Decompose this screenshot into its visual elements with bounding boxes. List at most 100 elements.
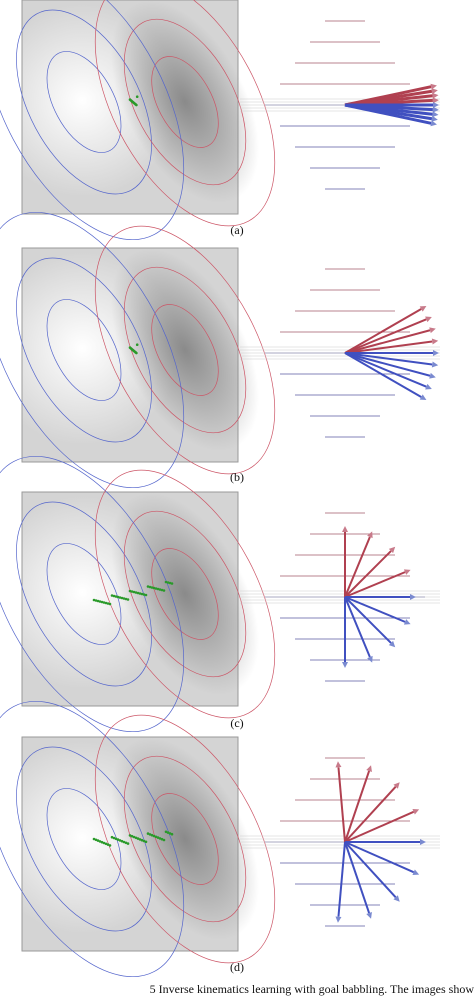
sample bbox=[92, 837, 96, 841]
sample bbox=[135, 343, 139, 347]
panel: (a) bbox=[0, 0, 440, 241]
sample bbox=[136, 837, 140, 840]
arm-tip bbox=[425, 316, 432, 323]
arm bbox=[344, 810, 415, 843]
arm-tip bbox=[342, 662, 348, 668]
sample bbox=[106, 843, 110, 846]
sample bbox=[160, 588, 164, 592]
arm-tip bbox=[366, 765, 372, 772]
sample bbox=[135, 351, 138, 355]
sample bbox=[108, 844, 112, 847]
contour-red bbox=[151, 793, 219, 885]
sample bbox=[108, 602, 112, 606]
sample bbox=[158, 588, 162, 591]
sample bbox=[166, 581, 170, 584]
contour-blue bbox=[46, 51, 122, 153]
sample bbox=[146, 832, 150, 835]
sample bbox=[138, 838, 142, 841]
arm-tip bbox=[412, 869, 420, 875]
contour-red bbox=[151, 304, 219, 396]
contour-blue bbox=[0, 700, 185, 978]
sample bbox=[112, 836, 116, 840]
sample bbox=[162, 838, 166, 842]
sample bbox=[122, 597, 126, 600]
sample bbox=[120, 596, 124, 600]
sample bbox=[135, 103, 138, 107]
sample bbox=[156, 587, 160, 591]
sample bbox=[170, 582, 174, 585]
panel-label: (c) bbox=[230, 716, 243, 730]
sample bbox=[138, 592, 142, 595]
arm bbox=[344, 329, 431, 354]
arm-tip bbox=[431, 88, 438, 95]
sample bbox=[96, 599, 100, 603]
contour-blue bbox=[16, 9, 152, 195]
sample bbox=[168, 581, 172, 585]
sample bbox=[128, 834, 132, 837]
sample bbox=[118, 596, 122, 599]
arm-tip bbox=[410, 594, 416, 600]
sample bbox=[110, 835, 114, 839]
sample bbox=[94, 838, 98, 842]
sample bbox=[106, 602, 110, 605]
sample bbox=[142, 593, 146, 596]
sample bbox=[132, 835, 136, 839]
contour-blue bbox=[46, 543, 122, 645]
arm bbox=[344, 318, 427, 354]
arm-tip bbox=[393, 782, 400, 789]
sample bbox=[114, 595, 118, 598]
dark-region bbox=[111, 0, 259, 204]
sample bbox=[134, 836, 138, 840]
panel-label: (d) bbox=[230, 960, 244, 974]
sample bbox=[150, 586, 154, 589]
arm-tip bbox=[433, 102, 439, 108]
sample bbox=[168, 832, 172, 835]
contour-red bbox=[123, 266, 247, 434]
sample bbox=[160, 837, 164, 841]
sample bbox=[148, 833, 152, 836]
sample bbox=[154, 587, 158, 590]
sample bbox=[114, 837, 118, 841]
sample bbox=[148, 585, 152, 589]
panel: (b) bbox=[0, 211, 440, 489]
sample bbox=[142, 839, 146, 843]
arm-tip bbox=[388, 640, 396, 648]
arm bbox=[344, 308, 422, 354]
arm-tip bbox=[335, 916, 342, 923]
arm-tip bbox=[419, 306, 427, 312]
arm-tip bbox=[429, 372, 436, 379]
arm bbox=[344, 340, 433, 354]
arm-tip bbox=[431, 115, 438, 122]
arm-tip bbox=[431, 361, 439, 368]
arm bbox=[344, 596, 371, 658]
sample bbox=[116, 595, 120, 599]
sample bbox=[144, 593, 148, 597]
contour-blue bbox=[16, 501, 152, 687]
contour-red bbox=[123, 510, 247, 678]
contour-red bbox=[94, 0, 276, 227]
arm bbox=[344, 841, 415, 874]
contour-red bbox=[151, 548, 219, 640]
panel: (c) bbox=[0, 455, 440, 733]
arm-tip bbox=[393, 895, 400, 902]
panel-label: (a) bbox=[230, 223, 243, 237]
sample bbox=[104, 601, 108, 605]
arm bbox=[337, 767, 346, 843]
sample bbox=[130, 834, 134, 838]
sample bbox=[118, 839, 122, 842]
arm-tip bbox=[429, 327, 436, 334]
sample bbox=[126, 842, 130, 845]
arm bbox=[344, 352, 431, 377]
arm-tip bbox=[367, 655, 373, 663]
sample bbox=[164, 580, 168, 584]
arm-tip bbox=[403, 619, 411, 625]
sample bbox=[170, 832, 174, 836]
contour-blue bbox=[0, 211, 185, 489]
contour-blue bbox=[0, 0, 185, 241]
sample bbox=[132, 590, 136, 594]
arm-tip bbox=[433, 350, 439, 356]
caption: 5 Inverse kinematics learning with goal … bbox=[150, 982, 474, 996]
arm bbox=[344, 596, 392, 644]
